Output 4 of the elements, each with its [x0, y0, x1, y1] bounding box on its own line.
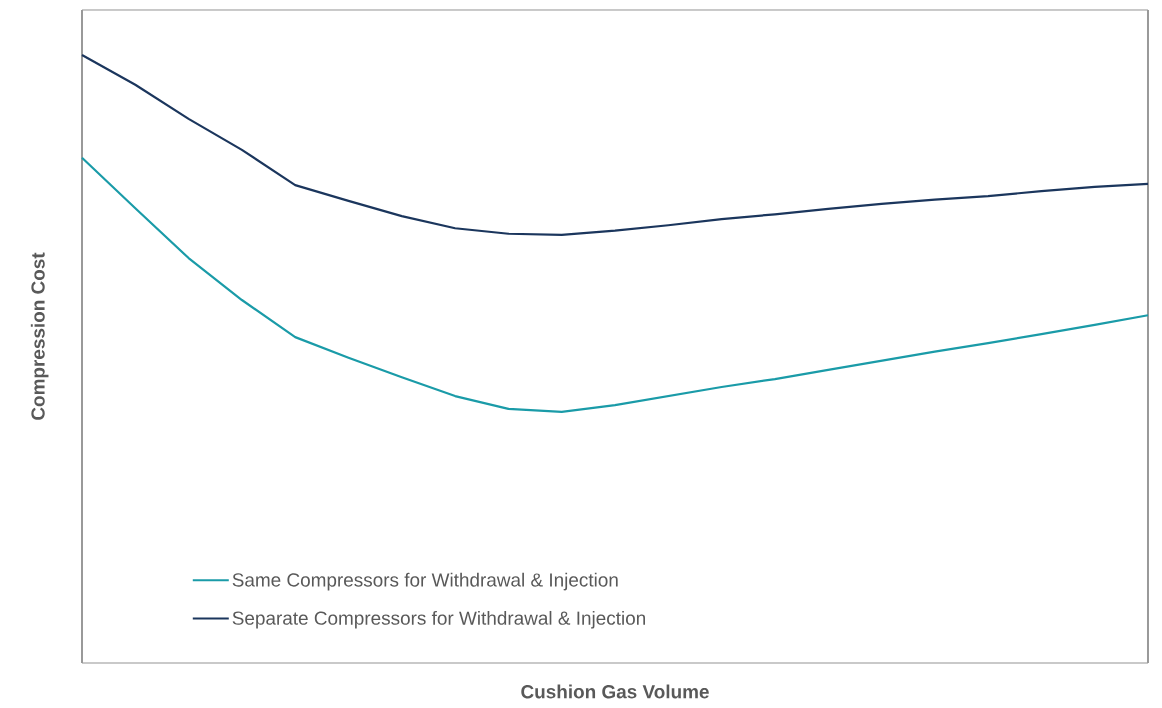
legend-label: Same Compressors for Withdrawal & Injection — [232, 572, 618, 591]
legend-label: Separate Compressors for Withdrawal & Injection — [232, 610, 645, 629]
y-axis-title: Compression Cost — [30, 252, 49, 420]
x-axis-title: Cushion Gas Volume — [521, 684, 709, 699]
